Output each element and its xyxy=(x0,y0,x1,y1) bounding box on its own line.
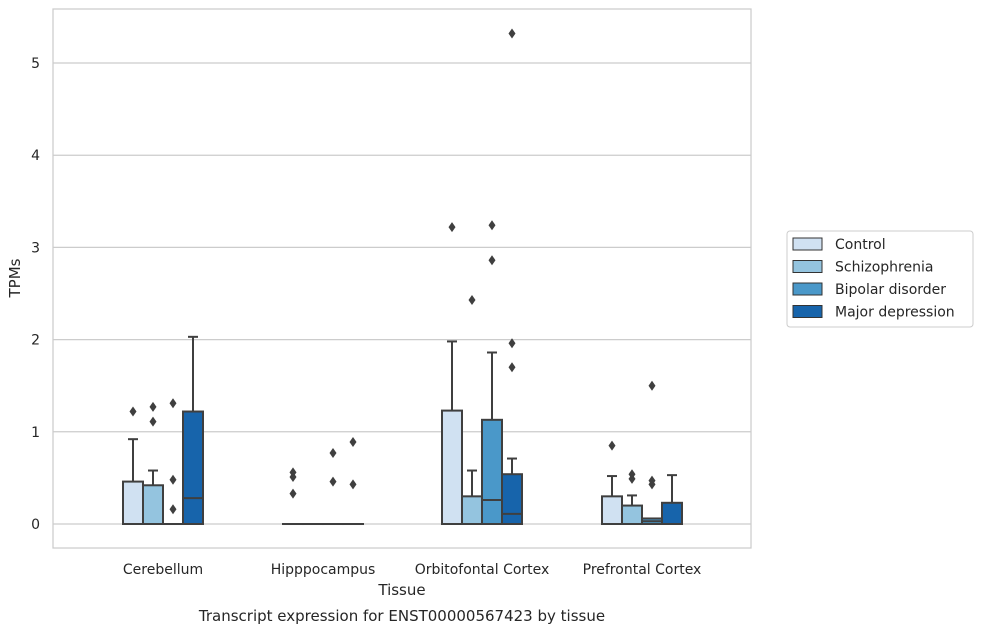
box xyxy=(621,504,643,525)
outlier-point xyxy=(628,469,636,480)
box xyxy=(182,410,204,525)
chart-caption: Transcript expression for ENST0000056742… xyxy=(198,607,605,625)
y-tick-labels: 0 1 2 3 4 5 xyxy=(31,56,40,533)
box xyxy=(142,484,164,525)
x-axis-title: Tissue xyxy=(377,581,425,599)
y-axis-title: TPMs xyxy=(6,258,24,298)
box-group xyxy=(282,467,304,526)
y-tick-label: 1 xyxy=(31,425,40,441)
outlier-point xyxy=(648,475,656,486)
y-tick-label: 2 xyxy=(31,333,40,349)
outlier-point xyxy=(289,488,297,499)
box-group xyxy=(322,448,344,526)
outlier-point xyxy=(169,398,177,409)
x-tick-label: Orbitofontal Cortex xyxy=(415,562,550,578)
plot-area xyxy=(52,8,752,549)
box-group xyxy=(142,401,164,525)
box-group xyxy=(342,436,364,526)
outlier-point xyxy=(508,362,516,373)
legend-label: Major depression xyxy=(835,305,955,321)
box xyxy=(461,495,483,525)
outlier-point xyxy=(169,474,177,485)
outlier-point xyxy=(648,380,656,391)
box-group xyxy=(461,294,483,525)
outlier-point xyxy=(129,406,137,417)
legend-label: Control xyxy=(835,237,886,253)
box-group xyxy=(501,28,523,526)
outlier-point xyxy=(448,222,456,233)
boxes-layer xyxy=(122,28,683,526)
box-group xyxy=(621,469,643,525)
box xyxy=(122,480,144,526)
y-tick-label: 5 xyxy=(31,56,40,72)
box xyxy=(481,418,503,525)
x-tick-label: Hipppocampus xyxy=(271,562,376,578)
y-tick-label: 4 xyxy=(31,148,40,164)
box-group xyxy=(441,222,463,525)
legend-swatch xyxy=(792,282,823,296)
legend-swatch xyxy=(792,305,823,318)
outlier-point xyxy=(149,416,157,427)
x-tick-label: Prefrontal Cortex xyxy=(583,562,702,578)
box-group xyxy=(182,335,204,525)
outlier-point xyxy=(329,448,337,459)
outlier-point xyxy=(608,440,616,451)
outlier-point xyxy=(508,338,516,349)
y-tick-label: 0 xyxy=(31,517,40,533)
box-group xyxy=(481,220,503,525)
legend-label: Schizophrenia xyxy=(835,260,933,276)
outlier-point xyxy=(488,220,496,231)
box xyxy=(601,495,623,525)
legend-frame xyxy=(786,230,974,328)
box-group xyxy=(601,440,623,525)
x-tick-labels: Cerebellum Hipppocampus Orbitofontal Corte… xyxy=(123,562,701,578)
y-tick-label: 3 xyxy=(31,240,40,256)
legend-swatch xyxy=(792,260,823,273)
legend-swatch xyxy=(792,237,823,251)
box xyxy=(661,501,683,526)
outlier-point xyxy=(349,436,357,447)
outlier-point xyxy=(349,479,357,490)
outlier-point xyxy=(508,28,516,39)
outlier-point xyxy=(149,401,157,412)
outlier-point xyxy=(169,504,177,515)
outlier-point xyxy=(289,467,297,478)
x-tick-label: Cerebellum xyxy=(123,562,203,578)
outlier-point xyxy=(468,294,476,305)
box xyxy=(501,473,523,526)
legend-items: Control Schizophrenia Bipolar disorder Majo… xyxy=(792,237,955,321)
outlier-point xyxy=(329,476,337,487)
box-group xyxy=(641,380,663,526)
outlier-point xyxy=(488,255,496,266)
box-group xyxy=(661,474,683,526)
legend-label: Bipolar disorder xyxy=(835,282,946,298)
box xyxy=(441,409,463,525)
legend: Control Schizophrenia Bipolar disorder Majo… xyxy=(786,230,974,328)
box-group xyxy=(162,398,184,526)
